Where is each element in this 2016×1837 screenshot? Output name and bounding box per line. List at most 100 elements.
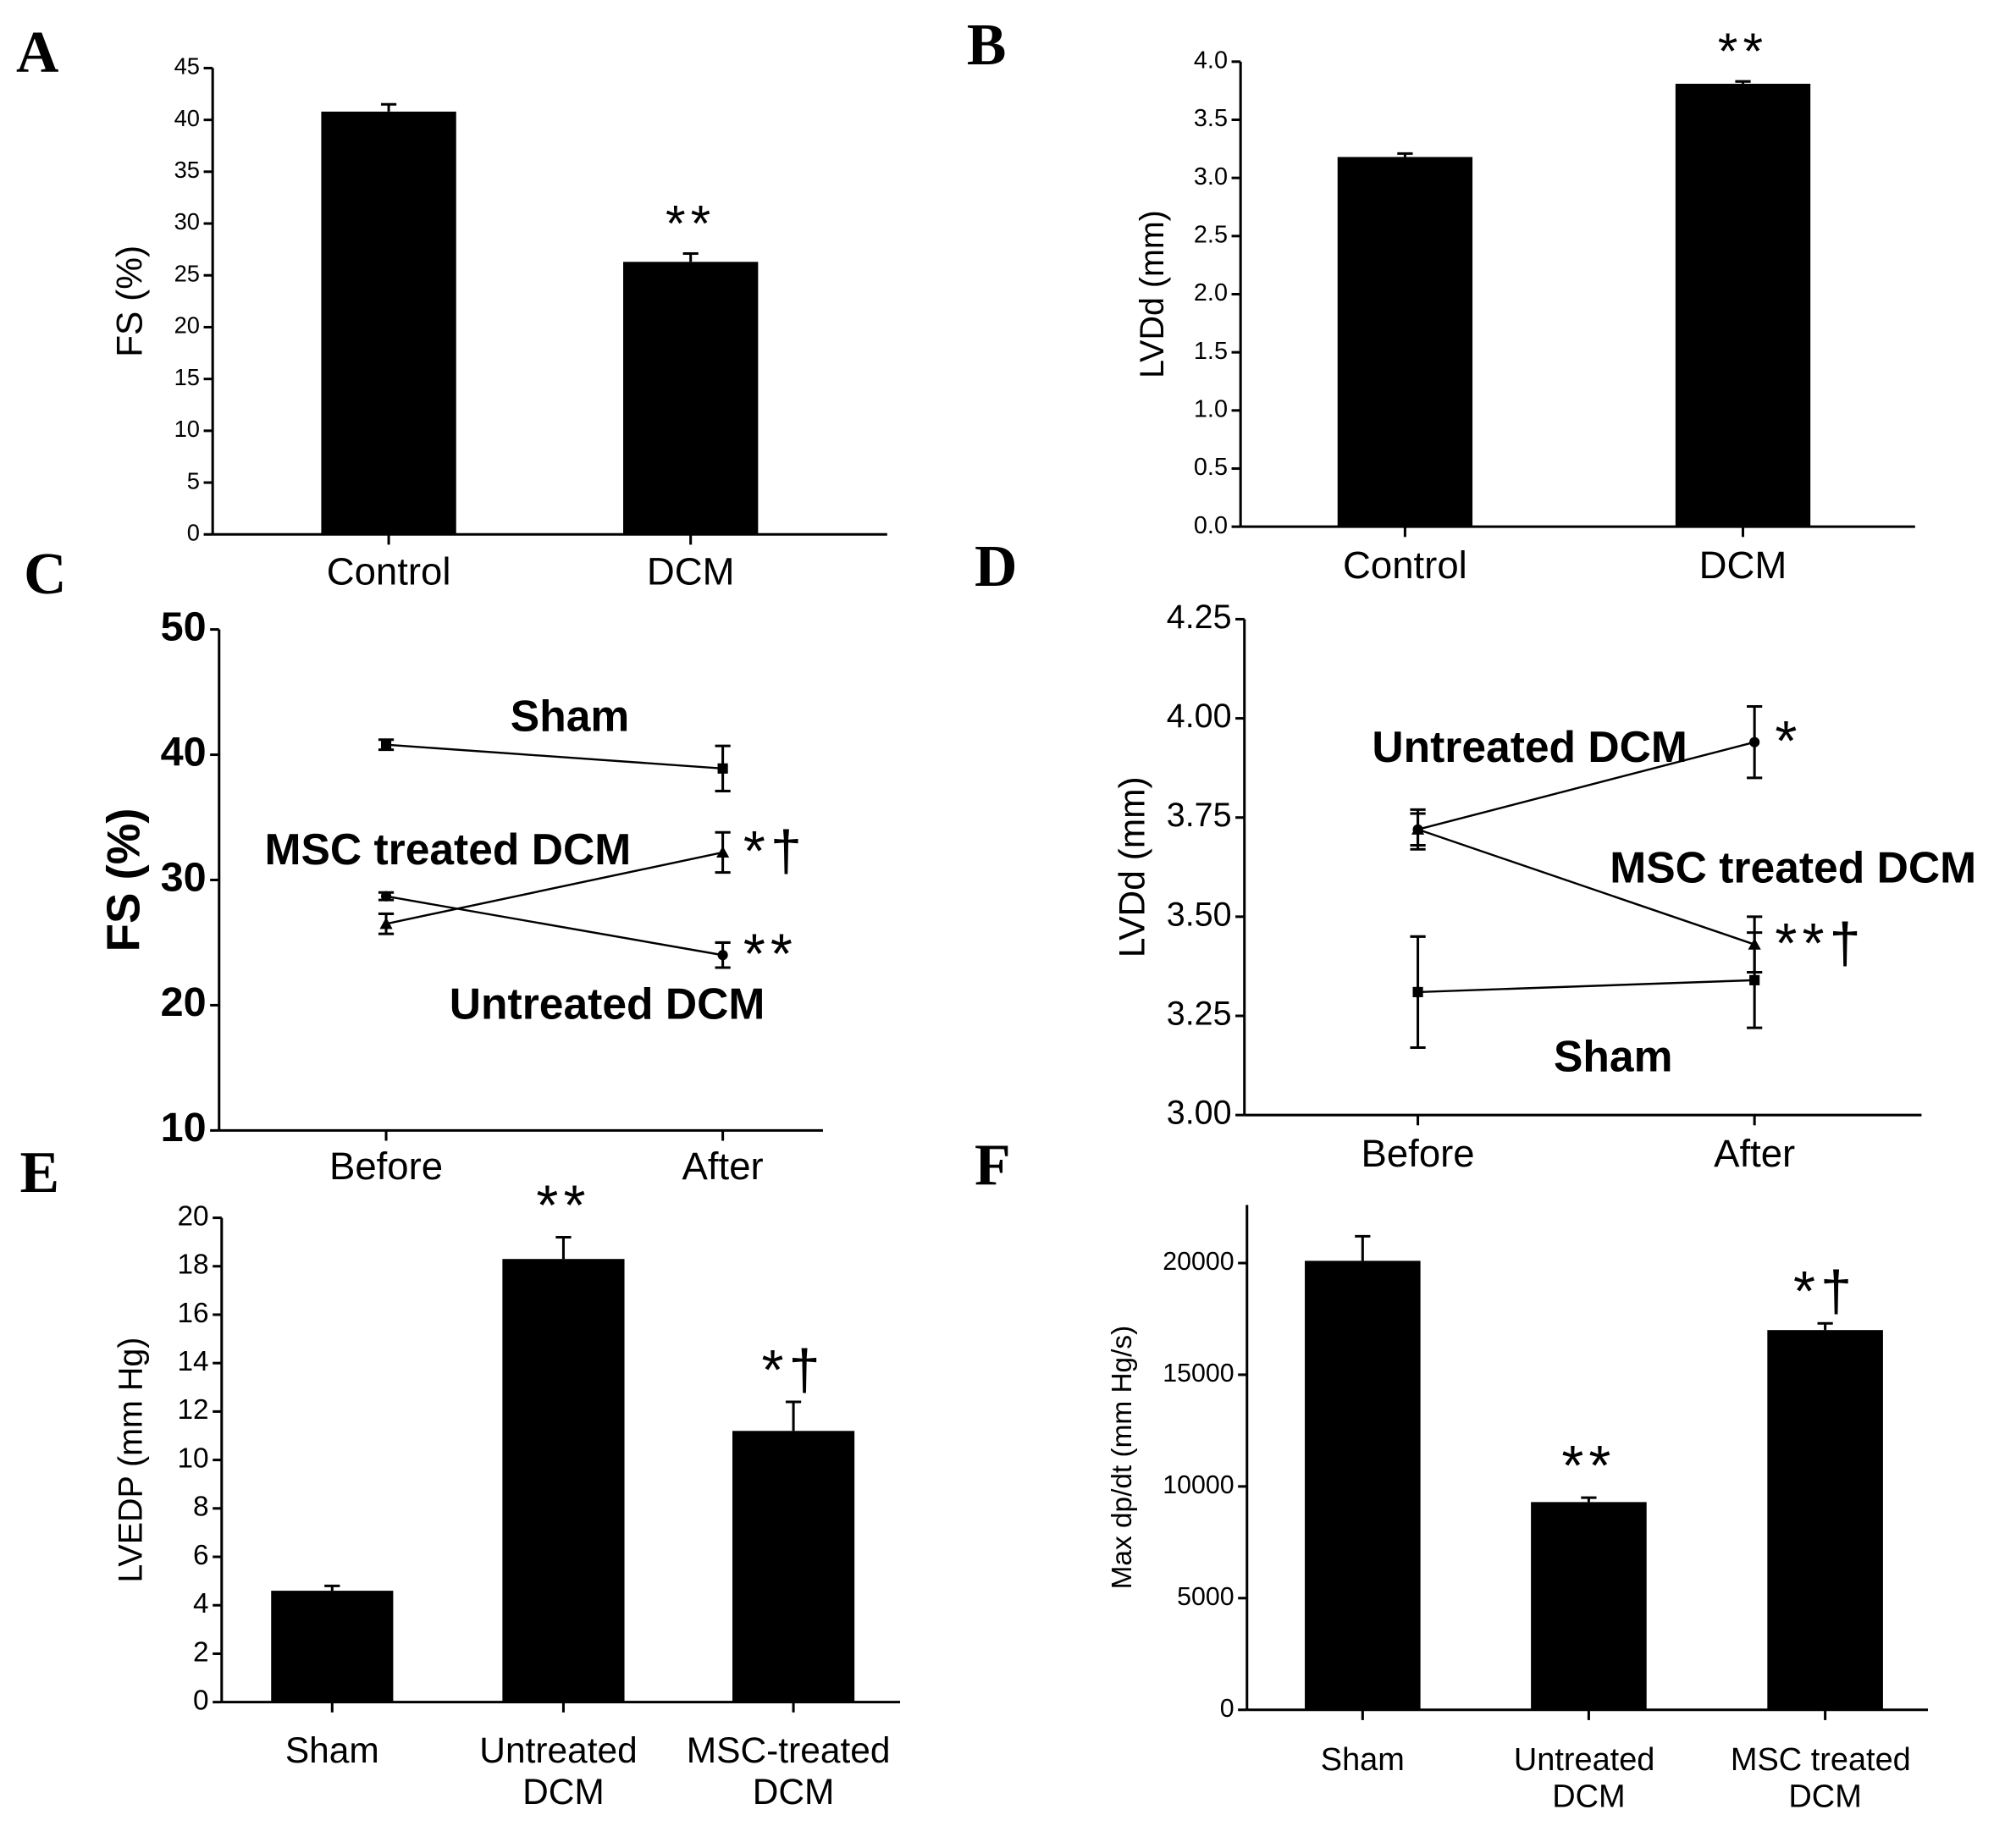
y-tick-label: 10000 <box>1163 1471 1234 1499</box>
marker <box>1411 823 1425 835</box>
bar <box>1531 1502 1647 1710</box>
y-tick-label: 0 <box>1220 1695 1234 1723</box>
x-tick-label-line: Untreated <box>479 1731 647 1771</box>
panel-letter: A <box>16 20 58 86</box>
series-line <box>385 743 723 770</box>
y-tick-label: 0 <box>193 1685 209 1716</box>
bar <box>732 1431 855 1702</box>
significance-label: * <box>1775 710 1802 773</box>
y-tick-label: 0 <box>187 519 200 545</box>
y-tick-label: 20000 <box>1163 1248 1234 1276</box>
y-tick-label: 10 <box>174 416 200 442</box>
y-tick-label: 45 <box>174 53 200 80</box>
y-tick-label: 15 <box>174 364 200 390</box>
x-tick-label: Sham <box>285 1731 379 1771</box>
marker <box>1412 986 1423 997</box>
bar <box>271 1591 394 1702</box>
y-tick-label: 4.0 <box>1194 47 1228 74</box>
y-tick-label: 8 <box>193 1492 209 1523</box>
y-tick-label: 1.0 <box>1194 395 1228 422</box>
y-tick-label: 10 <box>178 1443 209 1474</box>
bar <box>1305 1261 1421 1710</box>
bar <box>1337 157 1473 527</box>
marker <box>379 917 393 930</box>
series-line <box>385 895 723 957</box>
y-tick-label: 40 <box>161 729 207 775</box>
y-tick-label: 4.25 <box>1167 599 1232 636</box>
series-label: MSC treated DCM <box>265 825 632 874</box>
x-tick-label: Untreated DCM <box>1514 1742 1664 1815</box>
y-tick-label: 50 <box>161 604 207 649</box>
y-tick-label: 0.5 <box>1194 454 1228 481</box>
y-tick-label: 35 <box>174 157 200 183</box>
y-tick-label: 6 <box>193 1540 209 1571</box>
y-tick-label: 3.75 <box>1167 797 1232 834</box>
x-tick-label-line: DCM <box>522 1773 605 1812</box>
significance-label: ** <box>1718 22 1768 80</box>
y-tick-label: 40 <box>174 105 200 131</box>
y-axis-label: LVEDP (mm Hg) <box>113 1338 150 1583</box>
x-tick-label: Sham <box>1321 1742 1405 1778</box>
y-tick-label: 2.0 <box>1194 279 1228 306</box>
x-tick-label: Control <box>1343 543 1467 587</box>
y-tick-label: 20 <box>178 1200 209 1232</box>
bar <box>321 111 456 535</box>
marker <box>717 950 728 961</box>
x-tick-label-line: DCM <box>1788 1779 1861 1815</box>
x-tick-label: MSC-treated DCM <box>687 1731 901 1812</box>
panel-letter: D <box>975 534 1017 599</box>
y-axis-label: LVDd (mm) <box>1134 210 1171 378</box>
y-axis-label: Max dp/dt (mm Hg/s) <box>1107 1326 1138 1590</box>
y-tick-label: 30 <box>174 208 200 234</box>
bar <box>502 1259 625 1702</box>
y-tick-label: 1.5 <box>1194 338 1228 365</box>
y-tick-label: 10 <box>161 1105 207 1150</box>
panel-letter: E <box>20 1140 60 1205</box>
significance-label: *† <box>761 1339 825 1402</box>
significance-label: *† <box>1793 1261 1857 1323</box>
x-tick-label: Before <box>1361 1132 1475 1175</box>
significance-label: ** <box>743 923 798 985</box>
series-line <box>385 851 723 925</box>
y-tick-label: 5 <box>187 467 200 494</box>
series-label: Sham <box>511 691 629 740</box>
y-tick-label: 15000 <box>1163 1360 1234 1387</box>
y-tick-label: 3.0 <box>1194 163 1228 190</box>
series-line <box>1417 828 1755 946</box>
y-tick-label: 2.5 <box>1194 221 1228 248</box>
significance-label: *† <box>743 820 807 883</box>
y-tick-label: 12 <box>178 1394 209 1426</box>
y-tick-label: 3.25 <box>1167 995 1232 1032</box>
y-tick-label: 0.0 <box>1194 512 1228 539</box>
series-label: Sham <box>1554 1032 1672 1081</box>
x-tick-label: DCM <box>647 549 735 593</box>
marker <box>717 763 728 774</box>
significance-label: ** <box>666 194 715 251</box>
x-tick-label: Control <box>327 549 451 593</box>
x-tick-label: MSC treated DCM <box>1731 1742 1919 1815</box>
y-tick-label: 3.00 <box>1167 1095 1232 1132</box>
y-tick-label: 14 <box>178 1346 209 1377</box>
y-tick-label: 20 <box>174 312 200 339</box>
series-line <box>1417 979 1755 994</box>
y-axis-label: FS (%) <box>98 808 150 952</box>
marker <box>1749 736 1760 747</box>
bar <box>1675 83 1811 527</box>
y-tick-label: 20 <box>161 979 207 1025</box>
x-tick-label: After <box>682 1145 764 1188</box>
x-tick-label: Before <box>329 1145 443 1188</box>
x-tick-label: DCM <box>1699 543 1787 587</box>
x-tick-label-line: DCM <box>753 1773 835 1812</box>
panel-letter: F <box>975 1133 1011 1198</box>
marker <box>380 891 392 902</box>
significance-label: ** <box>1561 1435 1616 1498</box>
y-axis-label: LVDd (mm) <box>1113 776 1152 957</box>
significance-label: **† <box>1775 913 1865 975</box>
series-line <box>1417 741 1755 830</box>
y-tick-label: 3.5 <box>1194 105 1228 132</box>
y-tick-label: 18 <box>178 1249 209 1281</box>
y-tick-label: 30 <box>161 854 207 900</box>
y-tick-label: 4 <box>193 1588 209 1619</box>
